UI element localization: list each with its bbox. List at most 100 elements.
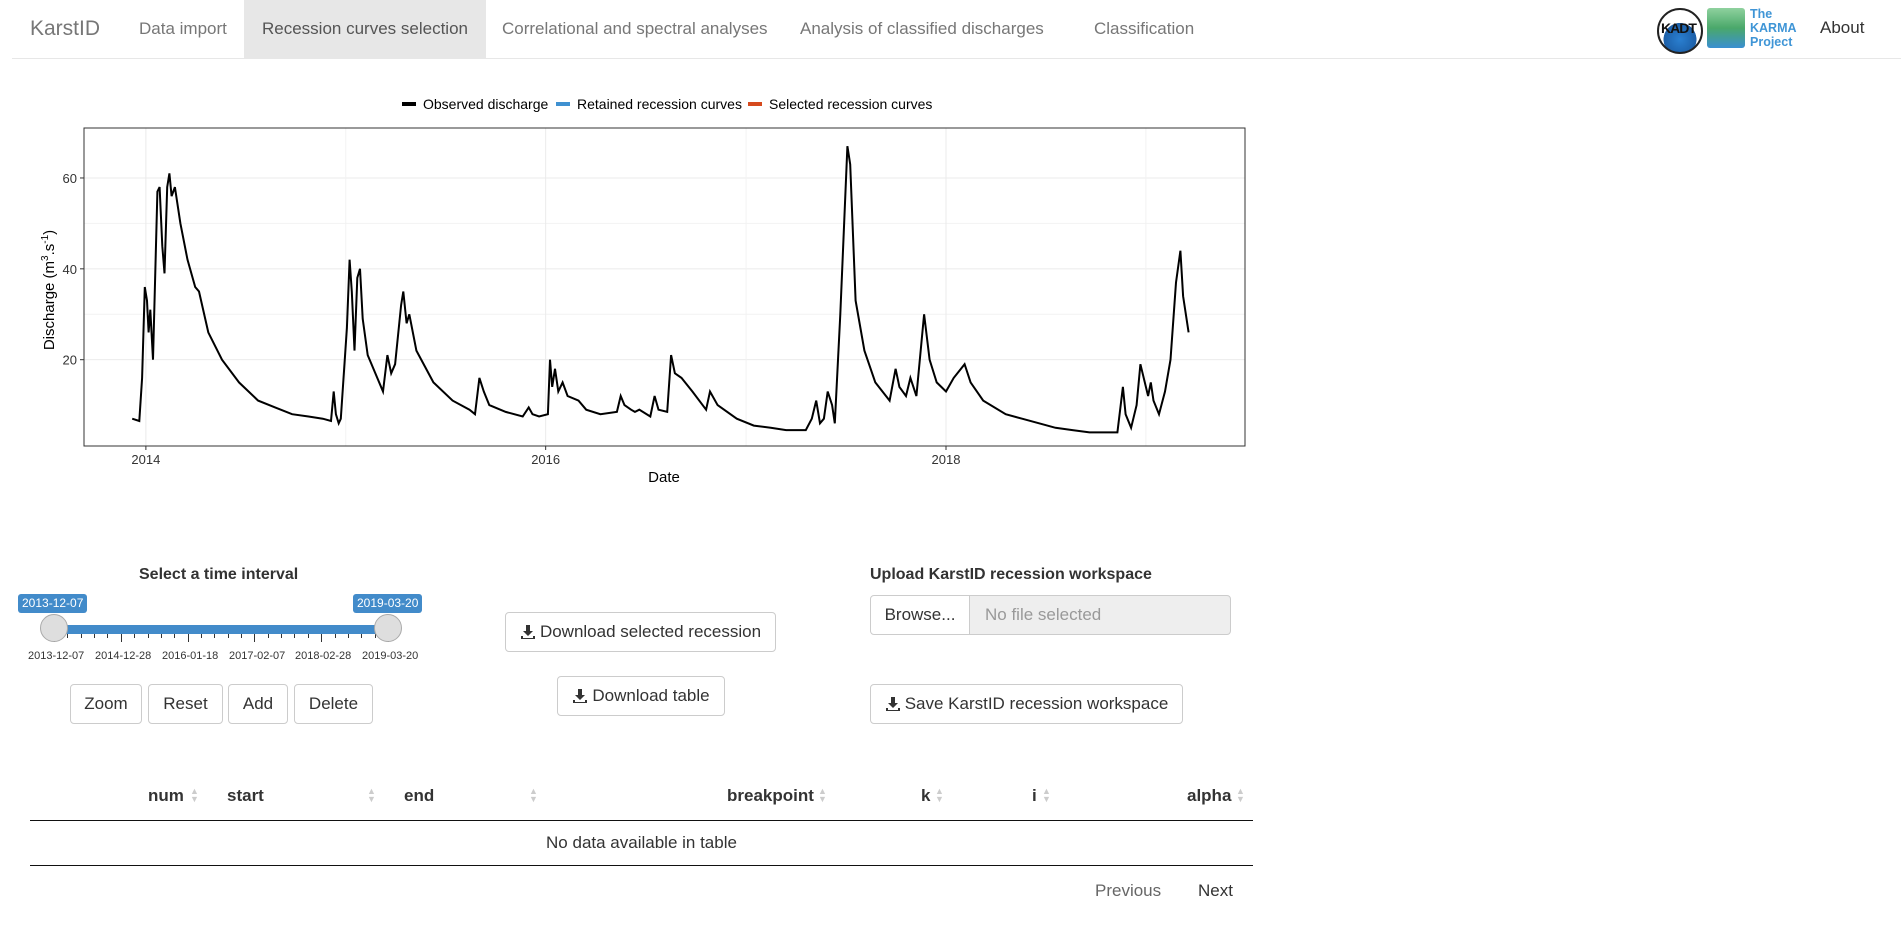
column-header-i[interactable]: i	[1032, 786, 1037, 805]
browse-button[interactable]: Browse...	[870, 595, 970, 635]
y-tick-label: 40	[63, 262, 77, 277]
slider-ticklabel: 2013-12-07	[28, 650, 85, 662]
y-axis-label-sup2: -1	[40, 234, 51, 243]
table-header-divider	[30, 820, 1253, 821]
add-button[interactable]: Add	[228, 684, 288, 724]
slider-tick	[120, 634, 122, 642]
download-icon	[573, 689, 588, 703]
slider-tick	[267, 634, 269, 638]
column-header-breakpoint[interactable]: breakpoint	[727, 786, 814, 805]
upload-title: Upload KarstID recession workspace	[870, 566, 1152, 583]
slider-ticklabel: 2016-01-18	[162, 650, 219, 662]
column-header-k[interactable]: k	[921, 786, 931, 805]
slider-tick	[147, 634, 149, 638]
download-table-button[interactable]: Download table	[557, 676, 725, 716]
kadt-logo: KADT	[1657, 8, 1703, 54]
column-header-end[interactable]: end	[404, 786, 435, 805]
y-axis-label: Discharge (m3.s-1)	[40, 230, 58, 350]
download-selected-recession-button[interactable]: Download selected recession	[505, 612, 776, 652]
delete-button[interactable]: Delete	[294, 684, 373, 724]
karma-logo-icon	[1707, 8, 1745, 48]
chart-legend: Observed discharge Retained recession cu…	[402, 96, 932, 112]
x-axis-label: Date	[648, 469, 680, 486]
y-axis-label-base: Discharge (m	[41, 261, 58, 350]
x-tick-label: 2018	[932, 452, 961, 467]
download-icon	[885, 697, 900, 711]
reset-button[interactable]: Reset	[148, 684, 223, 724]
file-name-field[interactable]: No file selected	[969, 595, 1231, 635]
tab-classified-discharges[interactable]: Analysis of classified discharges	[800, 19, 1044, 38]
column-header-num[interactable]: num	[148, 786, 184, 805]
zoom-button[interactable]: Zoom	[70, 684, 142, 724]
download-table-label: Download table	[592, 686, 710, 705]
y-tick-label: 20	[63, 353, 77, 368]
interval-title: Select a time interval	[139, 566, 299, 583]
slider-ticklabel: 2019-03-20	[362, 650, 419, 662]
axis-ticks: 20 40 60 2014 2016 2018	[63, 171, 961, 467]
sort-icon[interactable]: ▲ ▼	[935, 786, 944, 804]
slider-tick	[200, 634, 202, 638]
slider-tick	[134, 634, 136, 638]
slider-tick	[80, 634, 82, 638]
slider-tick	[281, 634, 283, 638]
slider-tick	[361, 634, 363, 638]
slider-tick	[347, 634, 349, 638]
slider-tick	[241, 634, 243, 638]
slider-tick	[374, 634, 376, 638]
tab-correlational-spectral[interactable]: Correlational and spectral analyses	[502, 19, 768, 38]
slider-tick	[187, 634, 189, 642]
save-workspace-button[interactable]: Save KarstID recession workspace	[870, 684, 1183, 724]
slider-from-value: 2013-12-07	[18, 594, 88, 613]
discharge-chart: Observed discharge Retained recession cu…	[40, 96, 1246, 486]
brand[interactable]: KarstID	[30, 17, 101, 40]
download-icon	[520, 625, 535, 639]
about-link[interactable]: About	[1820, 18, 1865, 37]
x-tick-label: 2014	[131, 452, 160, 467]
sort-icon[interactable]: ▲ ▼	[190, 786, 199, 804]
y-axis-label-end: )	[41, 230, 58, 235]
slider-handle-from[interactable]	[40, 614, 68, 642]
sort-icon[interactable]: ▲ ▼	[529, 786, 538, 804]
sort-icon[interactable]: ▲ ▼	[1236, 786, 1245, 804]
slider-tick	[214, 634, 216, 638]
slider-to-value: 2019-03-20	[353, 594, 423, 613]
slider-handle-to[interactable]	[374, 614, 402, 642]
y-axis-label-mid: .s	[41, 244, 58, 256]
save-workspace-label: Save KarstID recession workspace	[904, 694, 1169, 713]
slider-tick	[227, 634, 229, 638]
sort-icon[interactable]: ▲ ▼	[1042, 786, 1051, 804]
slider-tick	[294, 634, 296, 638]
tab-classification[interactable]: Classification	[1094, 19, 1195, 38]
slider-tick	[174, 634, 176, 638]
slider-ticklabel: 2014-12-28	[95, 650, 152, 662]
pager-next[interactable]: Next	[1198, 881, 1233, 900]
table-empty-message: No data available in table	[546, 833, 737, 852]
column-header-start[interactable]: start	[227, 786, 264, 805]
slider-ticklabel: 2017-02-07	[229, 650, 286, 662]
slider-tick	[321, 634, 323, 642]
sort-icon[interactable]: ▲ ▼	[818, 786, 827, 804]
pager-previous[interactable]: Previous	[1095, 881, 1162, 900]
slider-selected-range[interactable]	[52, 625, 388, 634]
legend-label-observed: Observed discharge	[423, 96, 549, 112]
kadt-logo-text: KADT	[1661, 20, 1697, 36]
slider-tick	[94, 634, 96, 638]
column-header-alpha[interactable]: alpha	[1187, 786, 1232, 805]
y-axis-label-sup1: 3	[40, 255, 51, 261]
tab-data-import[interactable]: Data import	[139, 19, 227, 38]
legend-swatch-observed	[402, 102, 416, 106]
chart-grid	[84, 128, 1245, 446]
y-tick-label: 60	[63, 171, 77, 186]
series-line-observed	[131, 146, 1190, 434]
x-tick-label: 2016	[531, 452, 560, 467]
karma-logo-text: The KARMA Project	[1750, 7, 1797, 49]
legend-swatch-selected	[748, 102, 762, 106]
slider-tick	[107, 634, 109, 638]
slider-tick	[254, 634, 256, 642]
legend-swatch-retained	[556, 102, 570, 106]
tab-recession-curves-selection[interactable]: Recession curves selection	[244, 0, 486, 58]
legend-label-retained: Retained recession curves	[577, 96, 742, 112]
sort-icon[interactable]: ▲ ▼	[367, 786, 376, 804]
slider-tick	[307, 634, 309, 638]
plot-panel-border	[83, 127, 1246, 447]
